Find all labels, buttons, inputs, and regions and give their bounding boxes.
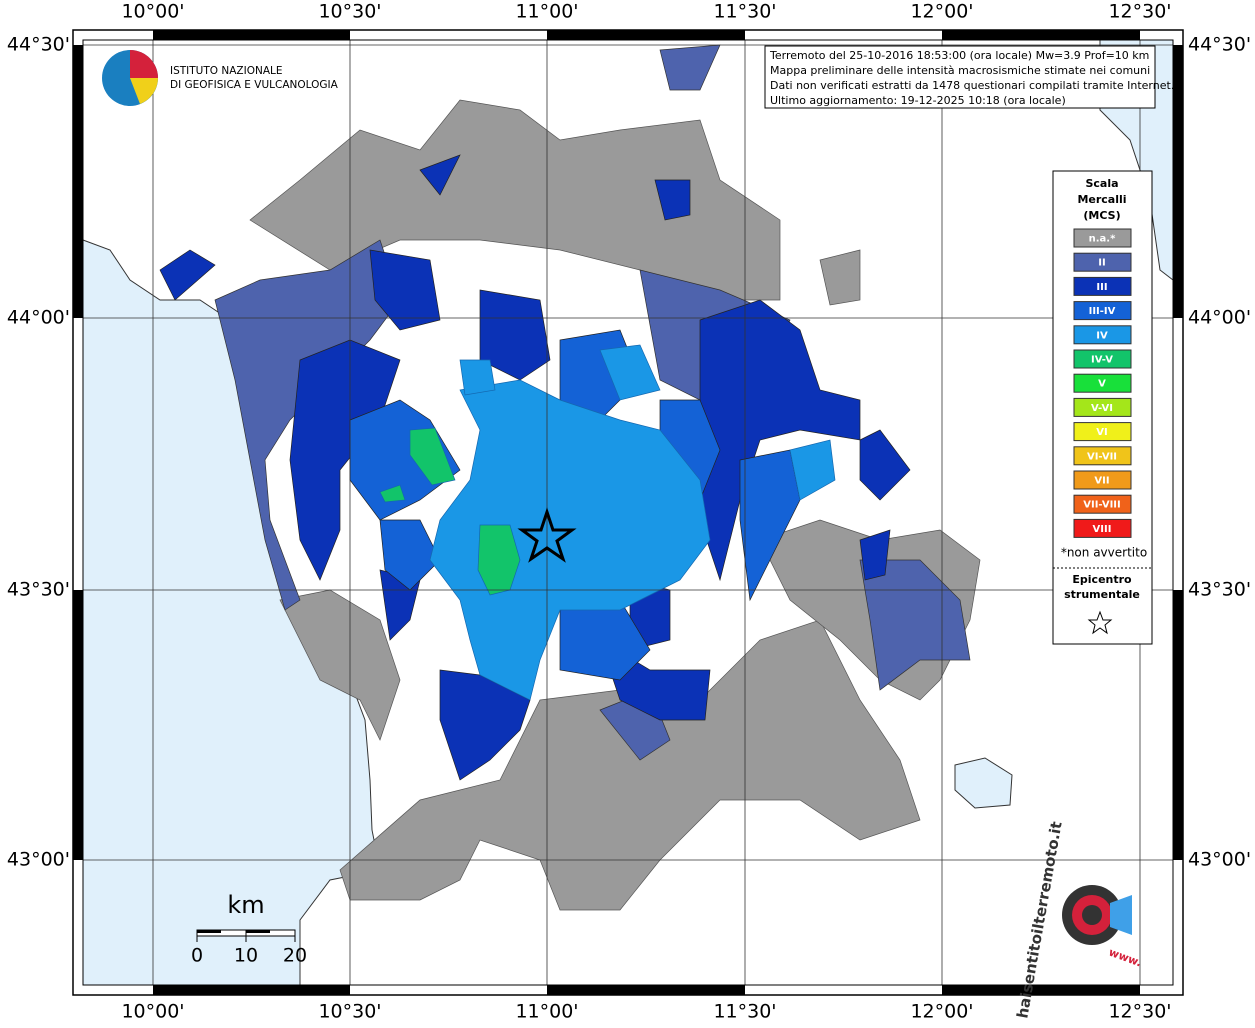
legend-swatch bbox=[1073, 422, 1132, 442]
legend-label: VI bbox=[1096, 427, 1107, 438]
hst-logo bbox=[1110, 895, 1132, 935]
scale-bar bbox=[246, 930, 270, 933]
lake bbox=[954, 757, 1013, 809]
legend-label: n.a.* bbox=[1089, 234, 1116, 245]
legend-title: (MCS) bbox=[1083, 209, 1120, 222]
lat-label: 43°30' bbox=[7, 579, 70, 601]
institute-name: ISTITUTO NAZIONALE bbox=[170, 65, 283, 77]
lon-label: 12°00' bbox=[910, 1001, 973, 1023]
lon-label: 10°30' bbox=[318, 1001, 381, 1023]
legend-label: VIII bbox=[1093, 524, 1112, 535]
legend-swatch bbox=[1073, 397, 1132, 417]
info-line: Mappa preliminare delle intensità macros… bbox=[770, 64, 1150, 77]
legend-label: V bbox=[1098, 379, 1106, 390]
ingv-logo bbox=[130, 78, 158, 104]
legend-items: ScalaMercalli(MCS)n.a.*IIIIIIII-IVIVIV-V… bbox=[1061, 177, 1147, 601]
ingv-logo bbox=[130, 50, 158, 78]
legend-title: Scala bbox=[1085, 177, 1118, 190]
lat-label: 44°00' bbox=[1188, 307, 1251, 329]
legend-swatch bbox=[1073, 494, 1132, 514]
hst-logo bbox=[1082, 905, 1102, 925]
scale-ticks: 0 10 20 bbox=[191, 930, 307, 967]
legend-swatch bbox=[1073, 301, 1132, 321]
legend-label: V-VI bbox=[1091, 403, 1113, 414]
lat-label: 44°30' bbox=[1188, 34, 1251, 56]
legend-star bbox=[1087, 610, 1113, 635]
legend-swatch bbox=[1073, 252, 1132, 272]
legend-note: *non avvertito bbox=[1061, 546, 1147, 560]
municipalities-iv bbox=[429, 344, 836, 701]
lat-label: 44°30' bbox=[7, 34, 70, 56]
lon-label: 12°30' bbox=[1108, 1001, 1171, 1023]
info-text: Terremoto del 25-10-2016 18:53:00 (ora l… bbox=[769, 49, 1174, 107]
scale-tick-label: 0 bbox=[191, 945, 203, 967]
frame-bars bbox=[73, 30, 1183, 995]
scale-tick-label: 20 bbox=[283, 945, 307, 967]
scale-bar bbox=[197, 930, 221, 933]
lon-label: 11°00' bbox=[515, 1001, 578, 1023]
legend-label: VI-VII bbox=[1087, 451, 1117, 462]
lon-label: 12°30' bbox=[1108, 1, 1171, 23]
info-line: Dati non verificati estratti da 1478 que… bbox=[770, 79, 1174, 92]
legend-swatch bbox=[1073, 228, 1132, 248]
legend-label: III-IV bbox=[1089, 306, 1116, 317]
lat-label: 43°30' bbox=[1188, 579, 1251, 601]
scale-tick-label: 10 bbox=[234, 945, 258, 967]
lon-label: 10°00' bbox=[121, 1001, 184, 1023]
lon-label: 11°30' bbox=[713, 1001, 776, 1023]
lon-label: 12°00' bbox=[910, 1, 973, 23]
scale-unit: km bbox=[227, 891, 264, 919]
municipalities-iv-v bbox=[379, 427, 521, 596]
lon-label: 11°30' bbox=[713, 1, 776, 23]
legend-swatch bbox=[1073, 276, 1132, 296]
legend-epicenter: Epicentro bbox=[1072, 573, 1132, 586]
lon-label: 10°00' bbox=[121, 1, 184, 23]
lat-label: 44°00' bbox=[7, 307, 70, 329]
legend-swatch bbox=[1073, 349, 1132, 369]
legend-swatch bbox=[1073, 470, 1132, 490]
legend-title: Mercalli bbox=[1077, 193, 1126, 206]
legend-swatch bbox=[1073, 373, 1132, 393]
lat-label: 43°00' bbox=[1188, 849, 1251, 871]
legend-epicenter: strumentale bbox=[1064, 588, 1140, 601]
lat-label: 43°00' bbox=[7, 849, 70, 871]
info-line: Ultimo aggiornamento: 19-12-2025 10:18 (… bbox=[770, 94, 1066, 107]
legend-label: VII bbox=[1094, 476, 1109, 487]
info-box bbox=[764, 45, 1156, 109]
legend-label: II bbox=[1098, 258, 1105, 269]
epicenter bbox=[517, 507, 577, 563]
legend-swatch bbox=[1073, 325, 1132, 345]
lon-label: 11°00' bbox=[515, 1, 578, 23]
axis-labels: 10°00' 10°00' 10°30' 10°30' 11°00' 11°00' 11°3… bbox=[7, 1, 1251, 1023]
legend-label: III bbox=[1096, 282, 1107, 293]
municipalities-iii-iv bbox=[349, 329, 801, 681]
legend-label: IV-V bbox=[1091, 355, 1113, 366]
institute-name: DI GEOFISICA E VULCANOLOGIA bbox=[170, 79, 339, 91]
legend-label: VII-VIII bbox=[1083, 500, 1121, 511]
info-line: Terremoto del 25-10-2016 18:53:00 (ora l… bbox=[769, 49, 1149, 62]
legend-swatch bbox=[1073, 518, 1132, 538]
legend-swatch bbox=[1073, 446, 1132, 466]
lon-label: 10°30' bbox=[318, 1, 381, 23]
legend-label: IV bbox=[1096, 330, 1108, 341]
